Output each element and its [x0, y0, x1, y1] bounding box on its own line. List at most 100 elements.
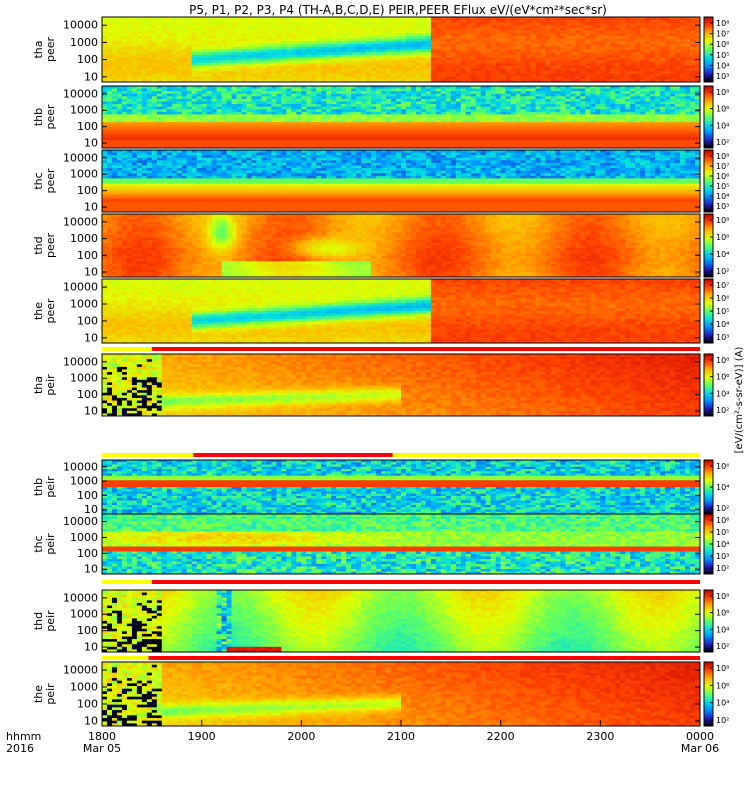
colorbar-tick-label: 10⁵ — [716, 182, 729, 191]
panel-label: thdpeer — [32, 233, 57, 259]
spectrogram-cells — [102, 150, 700, 212]
colorbar-tick-label: 10⁸ — [716, 592, 729, 601]
mode-bar — [102, 580, 700, 584]
panel-label: thapeir — [32, 374, 57, 396]
colorbar-tick-label: 10² — [716, 138, 729, 147]
mode-bar — [102, 347, 700, 351]
mode-bar — [102, 656, 700, 660]
y-tick-label: 1000 — [70, 608, 98, 621]
y-tick-label: 10 — [84, 70, 98, 83]
colorbar-tick-label: 10² — [716, 406, 729, 415]
spectrogram-cells — [102, 662, 700, 726]
spectrogram-cells — [102, 214, 700, 277]
y-tick-label: 100 — [77, 249, 98, 262]
x-tick-label: 2300 — [586, 730, 614, 743]
panel-label: thapeer — [32, 37, 57, 63]
colorbar-tick-label: 10⁷ — [716, 281, 729, 290]
colorbar-tick-label: 10⁶ — [716, 681, 729, 690]
y-tick-label: 1000 — [70, 298, 98, 311]
y-tick-label: 1000 — [70, 681, 98, 694]
panel-label: thepeir — [32, 683, 57, 705]
colorbar-tick-label: 10⁸ — [716, 664, 729, 673]
colorbar-tick-label: 10⁷ — [716, 162, 729, 171]
y-tick-label: 100 — [77, 624, 98, 637]
spectrogram-cells — [102, 590, 700, 652]
colorbar-tick-label: 10² — [716, 564, 729, 573]
colorbar-tick-label: 10⁴ — [716, 192, 729, 201]
colorbar-units-label: [eV/(cm²-s-sr-eV)] (A) — [734, 347, 745, 454]
y-tick-label: 10000 — [63, 19, 98, 32]
colorbar-tick-label: 10⁵ — [716, 307, 729, 316]
colorbar-tick-label: 10⁴ — [716, 699, 729, 708]
y-tick-label: 10000 — [63, 281, 98, 294]
panels-group: 10000100010010thapeer10⁸10⁷10⁶10⁵10⁴10³1… — [32, 17, 729, 727]
x-date-label: Mar 05 — [83, 742, 121, 755]
spectrogram-cells — [102, 354, 700, 416]
x-tick-label: 1900 — [188, 730, 216, 743]
colorbar-tick-label: 10⁶ — [716, 172, 729, 181]
y-tick-label: 10 — [84, 265, 98, 278]
y-tick-label: 1000 — [70, 531, 98, 544]
x-tick-label: 2100 — [387, 730, 415, 743]
panel-label: thdpeir — [32, 610, 57, 632]
y-tick-label: 10 — [84, 201, 98, 214]
y-tick-label: 1000 — [70, 168, 98, 181]
colorbar-tick-label: 10⁶ — [716, 373, 729, 382]
y-tick-label: 10 — [84, 563, 98, 576]
colorbar-tick-label: 10⁴ — [716, 625, 729, 634]
colorbar-tick-label: 10⁵ — [716, 51, 729, 60]
y-tick-label: 100 — [77, 697, 98, 710]
colorbar-tick-label: 10⁶ — [716, 516, 729, 525]
y-tick-label: 10 — [84, 137, 98, 150]
y-tick-label: 10 — [84, 405, 98, 418]
y-tick-label: 10000 — [63, 87, 98, 100]
y-tick-label: 10 — [84, 641, 98, 654]
colorbar-tick-label: 10⁶ — [716, 233, 729, 242]
y-tick-label: 100 — [77, 489, 98, 502]
y-tick-label: 1000 — [70, 36, 98, 49]
panel-label: thcpeer — [32, 168, 57, 194]
colorbar-tick-label: 10⁸ — [716, 216, 729, 225]
y-tick-label: 10000 — [63, 591, 98, 604]
colorbar-tick-label: 10⁴ — [716, 250, 729, 259]
panel-label: thbpeir — [32, 476, 57, 498]
y-tick-label: 100 — [77, 53, 98, 66]
colorbar-tick-label: 10³ — [716, 202, 729, 211]
y-tick-label: 10 — [84, 331, 98, 344]
y-tick-label: 10000 — [63, 460, 98, 473]
y-tick-label: 10 — [84, 714, 98, 727]
x-tick-label: 2200 — [487, 730, 515, 743]
y-tick-label: 100 — [77, 184, 98, 197]
panel-label: thcpeir — [32, 533, 57, 555]
panel-label: thbpeer — [32, 104, 57, 130]
y-tick-label: 100 — [77, 314, 98, 327]
colorbar-tick-label: 10⁸ — [716, 19, 729, 28]
colorbar-tick-label: 10⁸ — [716, 356, 729, 365]
colorbar-tick-label: 10⁶ — [716, 40, 729, 49]
y-tick-label: 10000 — [63, 515, 98, 528]
y-tick-label: 1000 — [70, 372, 98, 385]
colorbar-tick-label: 10⁶ — [716, 105, 729, 114]
spectrogram-cells — [102, 86, 700, 148]
y-tick-label: 100 — [77, 388, 98, 401]
y-tick-label: 100 — [77, 120, 98, 133]
colorbar-tick-label: 10³ — [716, 72, 729, 81]
y-tick-label: 10000 — [63, 355, 98, 368]
